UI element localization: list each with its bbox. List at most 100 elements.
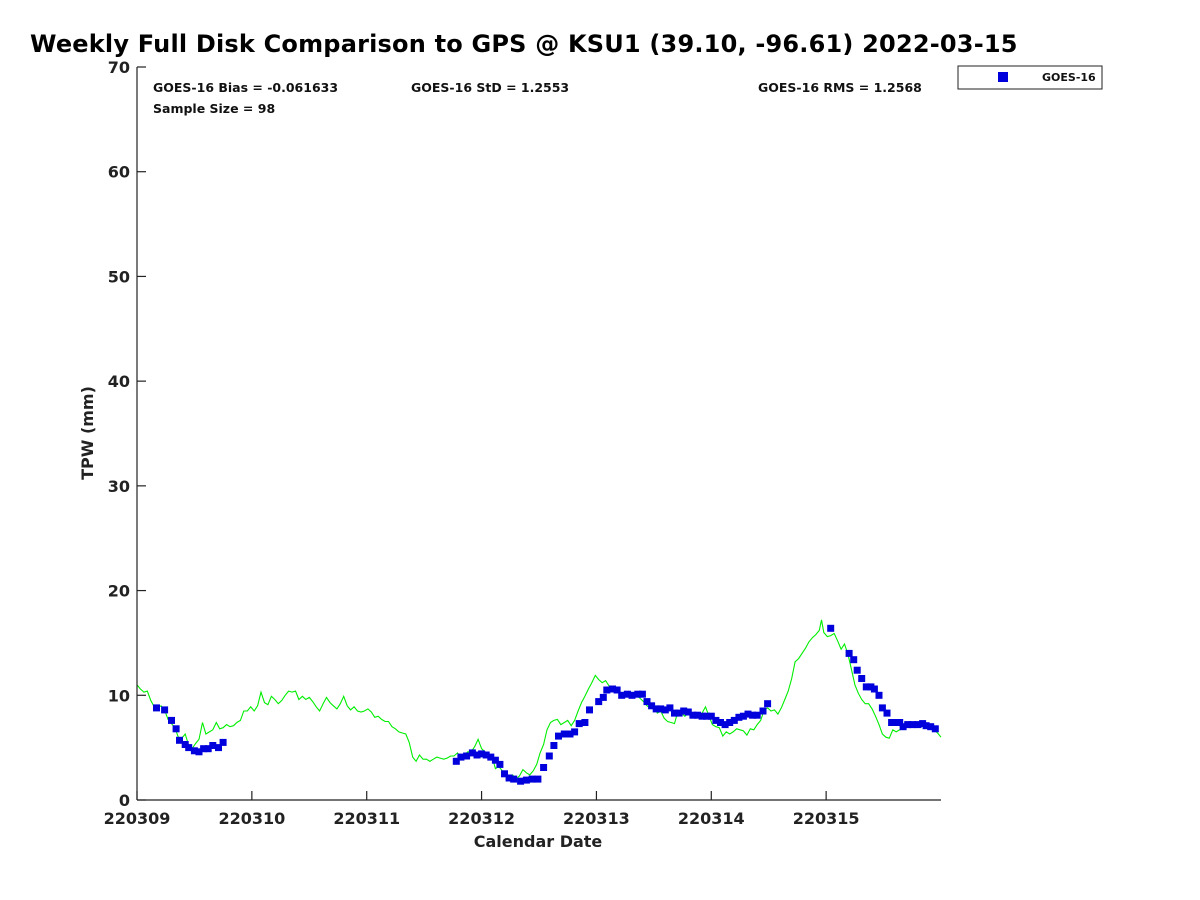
goes16-point-56 — [666, 704, 674, 712]
y-tick-label-50: 50 — [108, 267, 130, 286]
goes16-point-99 — [931, 725, 939, 733]
goes16-point-50 — [638, 690, 646, 698]
goes16-point-32 — [545, 752, 553, 760]
goes16-point-53 — [652, 705, 660, 713]
x-tick-label-220312: 220312 — [448, 809, 515, 828]
goes16-point-79 — [845, 649, 853, 657]
goes16-point-33 — [550, 742, 558, 749]
goes16-point-77 — [764, 700, 772, 708]
goes16-point-70 — [730, 716, 738, 724]
goes16-point-3 — [172, 725, 180, 733]
goes16-point-14 — [452, 757, 460, 765]
goes16-point-80 — [850, 656, 858, 664]
goes16-point-17 — [468, 749, 476, 757]
goes16-point-47 — [623, 690, 631, 698]
goes16-point-78 — [827, 624, 835, 632]
goes16-point-20 — [482, 751, 490, 759]
goes16-point-37 — [571, 728, 579, 736]
goes16-point-97 — [922, 722, 930, 730]
goes16-point-75 — [753, 711, 761, 719]
goes16-point-36 — [566, 730, 574, 738]
goes16-point-26 — [510, 775, 518, 783]
goes16-point-2 — [168, 716, 175, 724]
goes16-point-81 — [853, 666, 861, 674]
y-tick-label-40: 40 — [108, 372, 130, 391]
goes16-point-41 — [595, 698, 603, 706]
goes16-point-4 — [176, 736, 183, 744]
goes16-point-60 — [684, 708, 692, 716]
goes16-point-40 — [586, 706, 593, 714]
goes16-point-24 — [501, 770, 508, 778]
goes16-point-88 — [883, 709, 891, 717]
goes16-points-layer — [153, 624, 939, 785]
goes16-point-48 — [628, 691, 636, 699]
goes16-point-67 — [717, 719, 724, 726]
stat-sample-size: Sample Size = 98 — [153, 101, 275, 116]
x-axis-label: Calendar Date — [474, 832, 603, 851]
gps-series-line — [136, 619, 942, 780]
x-tick-label-220313: 220313 — [563, 809, 630, 828]
goes16-point-18 — [473, 751, 481, 759]
goes16-point-27 — [517, 777, 525, 785]
goes16-point-43 — [603, 686, 611, 694]
goes16-point-49 — [634, 690, 642, 698]
goes16-point-68 — [721, 721, 729, 729]
goes16-point-10 — [204, 745, 212, 753]
goes16-point-83 — [862, 683, 870, 691]
goes16-point-46 — [618, 691, 626, 699]
axes-layer: 0 10 20 30 40 50 60 70 220309 220310 220311 220312 2… — [104, 58, 941, 828]
goes16-point-7 — [190, 747, 198, 755]
goes16-point-9 — [200, 745, 208, 753]
goes16-point-22 — [491, 756, 499, 764]
goes16-point-90 — [891, 719, 899, 726]
goes16-point-12 — [215, 744, 222, 752]
y-tick-label-10: 10 — [108, 686, 130, 705]
goes16-point-64 — [703, 712, 711, 720]
y-tick-label-0: 0 — [119, 791, 130, 810]
x-tick-label-220311: 220311 — [333, 809, 400, 828]
goes16-point-82 — [858, 675, 866, 682]
goes16-point-25 — [505, 774, 513, 782]
goes16-point-31 — [540, 764, 548, 771]
x-tick-label-220310: 220310 — [218, 809, 285, 828]
goes16-point-69 — [726, 719, 734, 726]
stat-bias: GOES-16 Bias = -0.061633 — [153, 80, 338, 95]
legend-label-goes16: GOES-16 — [1042, 71, 1096, 84]
stat-std: GOES-16 StD = 1.2553 — [411, 80, 569, 95]
goes16-point-51 — [643, 698, 651, 706]
chart-title: Weekly Full Disk Comparison to GPS @ KSU… — [30, 30, 1018, 58]
goes16-point-23 — [496, 760, 504, 768]
goes16-point-63 — [698, 712, 706, 720]
goes16-point-0 — [153, 704, 160, 712]
goes16-point-85 — [870, 685, 878, 693]
goes16-point-6 — [185, 744, 193, 752]
goes16-point-72 — [739, 712, 747, 720]
goes16-point-73 — [744, 710, 752, 718]
goes16-point-19 — [478, 750, 486, 758]
x-tick-label-220309: 220309 — [104, 809, 171, 828]
legend-box — [957, 65, 1103, 90]
goes16-point-8 — [195, 748, 203, 756]
goes16-point-39 — [581, 719, 589, 726]
goes16-point-91 — [896, 719, 904, 726]
goes16-point-52 — [648, 702, 656, 710]
y-tick-label-70: 70 — [108, 58, 130, 77]
legend: GOES-16 — [957, 65, 1103, 90]
goes16-point-30 — [534, 775, 542, 783]
goes16-point-15 — [457, 753, 465, 761]
goes16-point-45 — [613, 686, 621, 694]
goes16-point-95 — [914, 721, 922, 729]
goes16-point-87 — [878, 704, 886, 712]
goes16-point-71 — [735, 713, 743, 721]
y-axis-label: TPW (mm) — [78, 386, 97, 480]
goes16-point-13 — [219, 738, 227, 746]
y-tick-label-20: 20 — [108, 582, 130, 601]
goes16-point-29 — [528, 775, 536, 783]
goes16-point-65 — [707, 712, 715, 720]
goes16-point-57 — [671, 709, 678, 717]
goes16-point-28 — [522, 776, 530, 784]
goes16-point-66 — [712, 716, 720, 724]
goes16-point-76 — [759, 707, 767, 715]
goes16-point-55 — [661, 706, 669, 714]
